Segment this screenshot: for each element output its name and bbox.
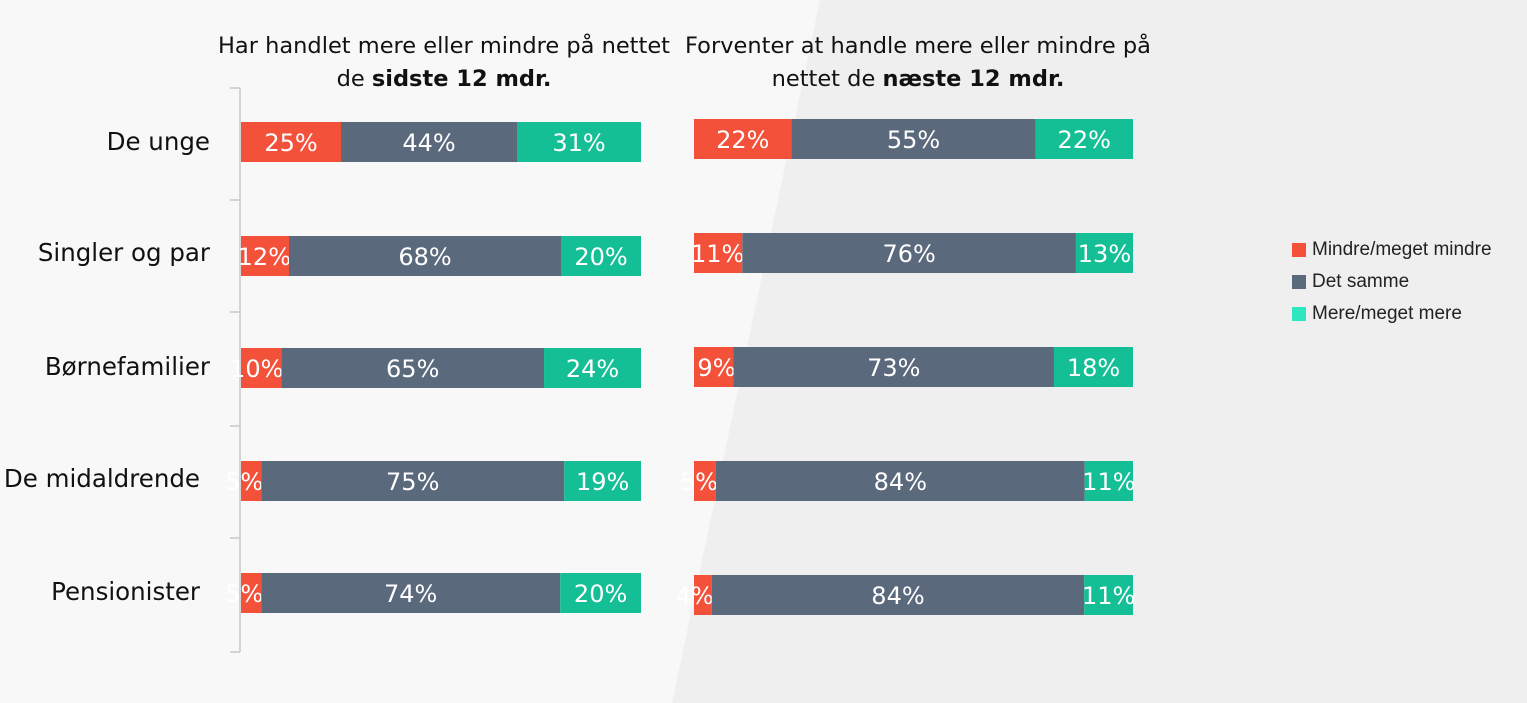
data-label: 74% (384, 580, 437, 608)
data-label: 73% (867, 354, 920, 382)
legend: Mindre/meget mindre Det samme Mere/meget… (1292, 234, 1492, 330)
data-label: 13% (1078, 240, 1131, 268)
legend-item: Det samme (1292, 266, 1492, 298)
data-label: 10% (230, 355, 283, 383)
legend-label: Det samme (1312, 271, 1410, 292)
category-label: De midaldrende (3, 464, 200, 493)
bar-segment (560, 573, 641, 613)
bar-segment (281, 348, 545, 388)
category-label: Børnefamilier (44, 352, 210, 381)
category-label: Singler og par (37, 238, 210, 267)
data-label: 19% (576, 468, 629, 496)
data-label: 11% (691, 240, 744, 268)
panel-title-right: Forventer at handle mere eller mindre på… (683, 30, 1153, 96)
bar-segment (711, 575, 1085, 615)
bar-segment (694, 119, 792, 159)
bar-segment (241, 122, 341, 162)
data-label: 84% (871, 582, 924, 610)
bar-segment (694, 347, 734, 387)
data-label: 22% (716, 126, 769, 154)
bar-segment (1035, 119, 1133, 159)
data-label: 24% (566, 355, 619, 383)
bar-segment (694, 575, 712, 615)
bar-segment (1084, 575, 1133, 615)
panel-title-right-bold: næste 12 mdr. (882, 66, 1065, 92)
panel-title-left: Har handlet mere eller mindre på nettet … (209, 30, 679, 96)
legend-swatch-icon (1292, 275, 1306, 289)
bar-segment (289, 236, 561, 276)
data-label: 11% (1082, 468, 1135, 496)
bar-segment (715, 461, 1085, 501)
bar-segment (261, 573, 561, 613)
data-label: 18% (1067, 354, 1120, 382)
bar-segment (694, 233, 743, 273)
bar-segment (241, 461, 262, 501)
data-label: 5% (225, 468, 263, 496)
legend-item: Mere/meget mere (1292, 298, 1492, 330)
bar-segment (241, 348, 282, 388)
bar-segment (1053, 347, 1133, 387)
bar-segment (1075, 233, 1133, 273)
bar-segment (561, 236, 641, 276)
data-label: 5% (225, 580, 263, 608)
legend-swatch-icon (1292, 307, 1306, 321)
category-label: De unge (106, 127, 210, 156)
data-label: 11% (1082, 582, 1135, 610)
bar-segment (1084, 461, 1133, 501)
bar-segment (564, 461, 641, 501)
legend-swatch-icon (1292, 243, 1306, 257)
panel-title-left-text: Har handlet mere eller mindre på nettet … (218, 33, 670, 92)
bar-segment (742, 233, 1076, 273)
data-label: 44% (402, 129, 455, 157)
bar-segment (791, 119, 1036, 159)
data-label: 55% (887, 126, 940, 154)
data-label: 25% (264, 129, 317, 157)
legend-label: Mere/meget mere (1312, 303, 1462, 324)
bar-segment (694, 461, 716, 501)
data-label: 31% (552, 129, 605, 157)
bar-segment (517, 122, 641, 162)
data-label: 12% (238, 243, 291, 271)
data-label: 84% (874, 468, 927, 496)
data-label: 76% (882, 240, 935, 268)
panel-title-left-bold: sidste 12 mdr. (371, 66, 552, 92)
data-label: 68% (398, 243, 451, 271)
category-label: Pensionister (51, 577, 200, 606)
legend-label: Mindre/meget mindre (1312, 239, 1492, 260)
data-label: 20% (574, 580, 627, 608)
bar-segment (241, 236, 289, 276)
bar-segment (261, 461, 565, 501)
bar-segment (241, 573, 262, 613)
bar-segment (733, 347, 1054, 387)
data-label: 5% (680, 468, 718, 496)
data-label: 20% (574, 243, 627, 271)
legend-item: Mindre/meget mindre (1292, 234, 1492, 266)
bar-segment (341, 122, 517, 162)
bar-segment (544, 348, 641, 388)
data-label: 75% (386, 468, 439, 496)
panel-title-right-text: Forventer at handle mere eller mindre på… (685, 33, 1151, 92)
data-label: 4% (676, 582, 714, 610)
data-label: 65% (386, 355, 439, 383)
data-label: 22% (1058, 126, 1111, 154)
data-label: 9% (697, 354, 735, 382)
